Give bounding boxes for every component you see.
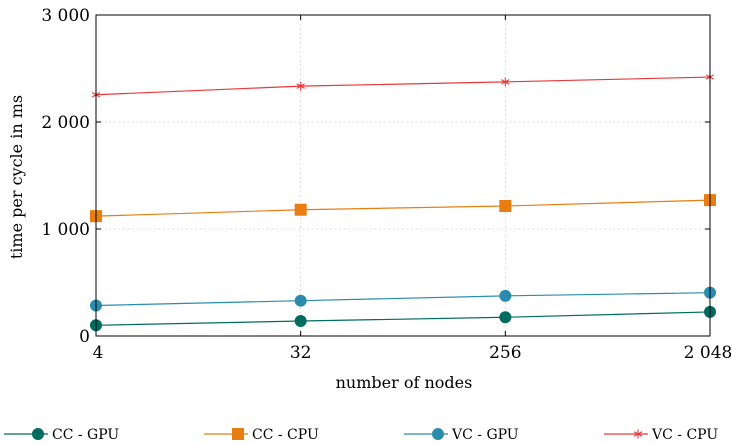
- legend-label: VC - CPU: [651, 427, 718, 443]
- x-axis-title: number of nodes: [336, 373, 473, 392]
- y-axis-title: time per cycle in ms: [7, 95, 26, 259]
- series-line: [95, 292, 711, 307]
- series-line: [95, 76, 711, 96]
- data-point: [501, 77, 510, 87]
- x-tick-label: 256: [489, 343, 521, 363]
- y-tick-label: 2 000: [41, 113, 90, 133]
- legend-entry: VC - CPU: [604, 427, 718, 443]
- legend-label: CC - GPU: [52, 427, 119, 443]
- x-tick-label: 4: [93, 343, 104, 363]
- x-tick-label: 2 048: [684, 343, 732, 363]
- data-point: [499, 311, 512, 324]
- legend-label: CC - CPU: [252, 427, 319, 443]
- series-vc-cpu: [91, 72, 715, 100]
- series-layer: [90, 72, 716, 332]
- y-tick-label: 1 000: [41, 220, 90, 240]
- plot-frame: [95, 14, 711, 337]
- series-cc-gpu: [90, 305, 716, 332]
- axis-ticks: 0 1 000 2 000 3 000 4 32 256 2 048: [41, 6, 732, 363]
- legend-entry: CC - GPU: [4, 427, 119, 443]
- legend: CC - GPU CC - CPU VC - GPU VC - CPU: [4, 427, 718, 443]
- y-tick-label: 0: [79, 327, 90, 347]
- legend-marker: [32, 428, 44, 440]
- series-line: [95, 199, 711, 217]
- grid: [96, 15, 710, 336]
- x-tick-label: 32: [290, 343, 312, 363]
- data-point: [296, 81, 305, 91]
- legend-marker: [633, 429, 643, 439]
- legend-entry: VC - GPU: [404, 427, 519, 443]
- y-tick-label: 3 000: [41, 6, 90, 26]
- data-point: [499, 199, 512, 212]
- data-point: [294, 315, 307, 328]
- legend-label: VC - GPU: [451, 427, 519, 443]
- series-vc-gpu: [90, 286, 716, 312]
- legend-marker: [432, 428, 444, 440]
- data-point: [294, 203, 307, 216]
- data-point: [499, 289, 512, 302]
- legend-entry: CC - CPU: [204, 427, 319, 443]
- series-cc-cpu: [90, 194, 716, 223]
- legend-marker: [232, 428, 244, 440]
- series-line: [95, 311, 711, 326]
- data-point: [294, 294, 307, 307]
